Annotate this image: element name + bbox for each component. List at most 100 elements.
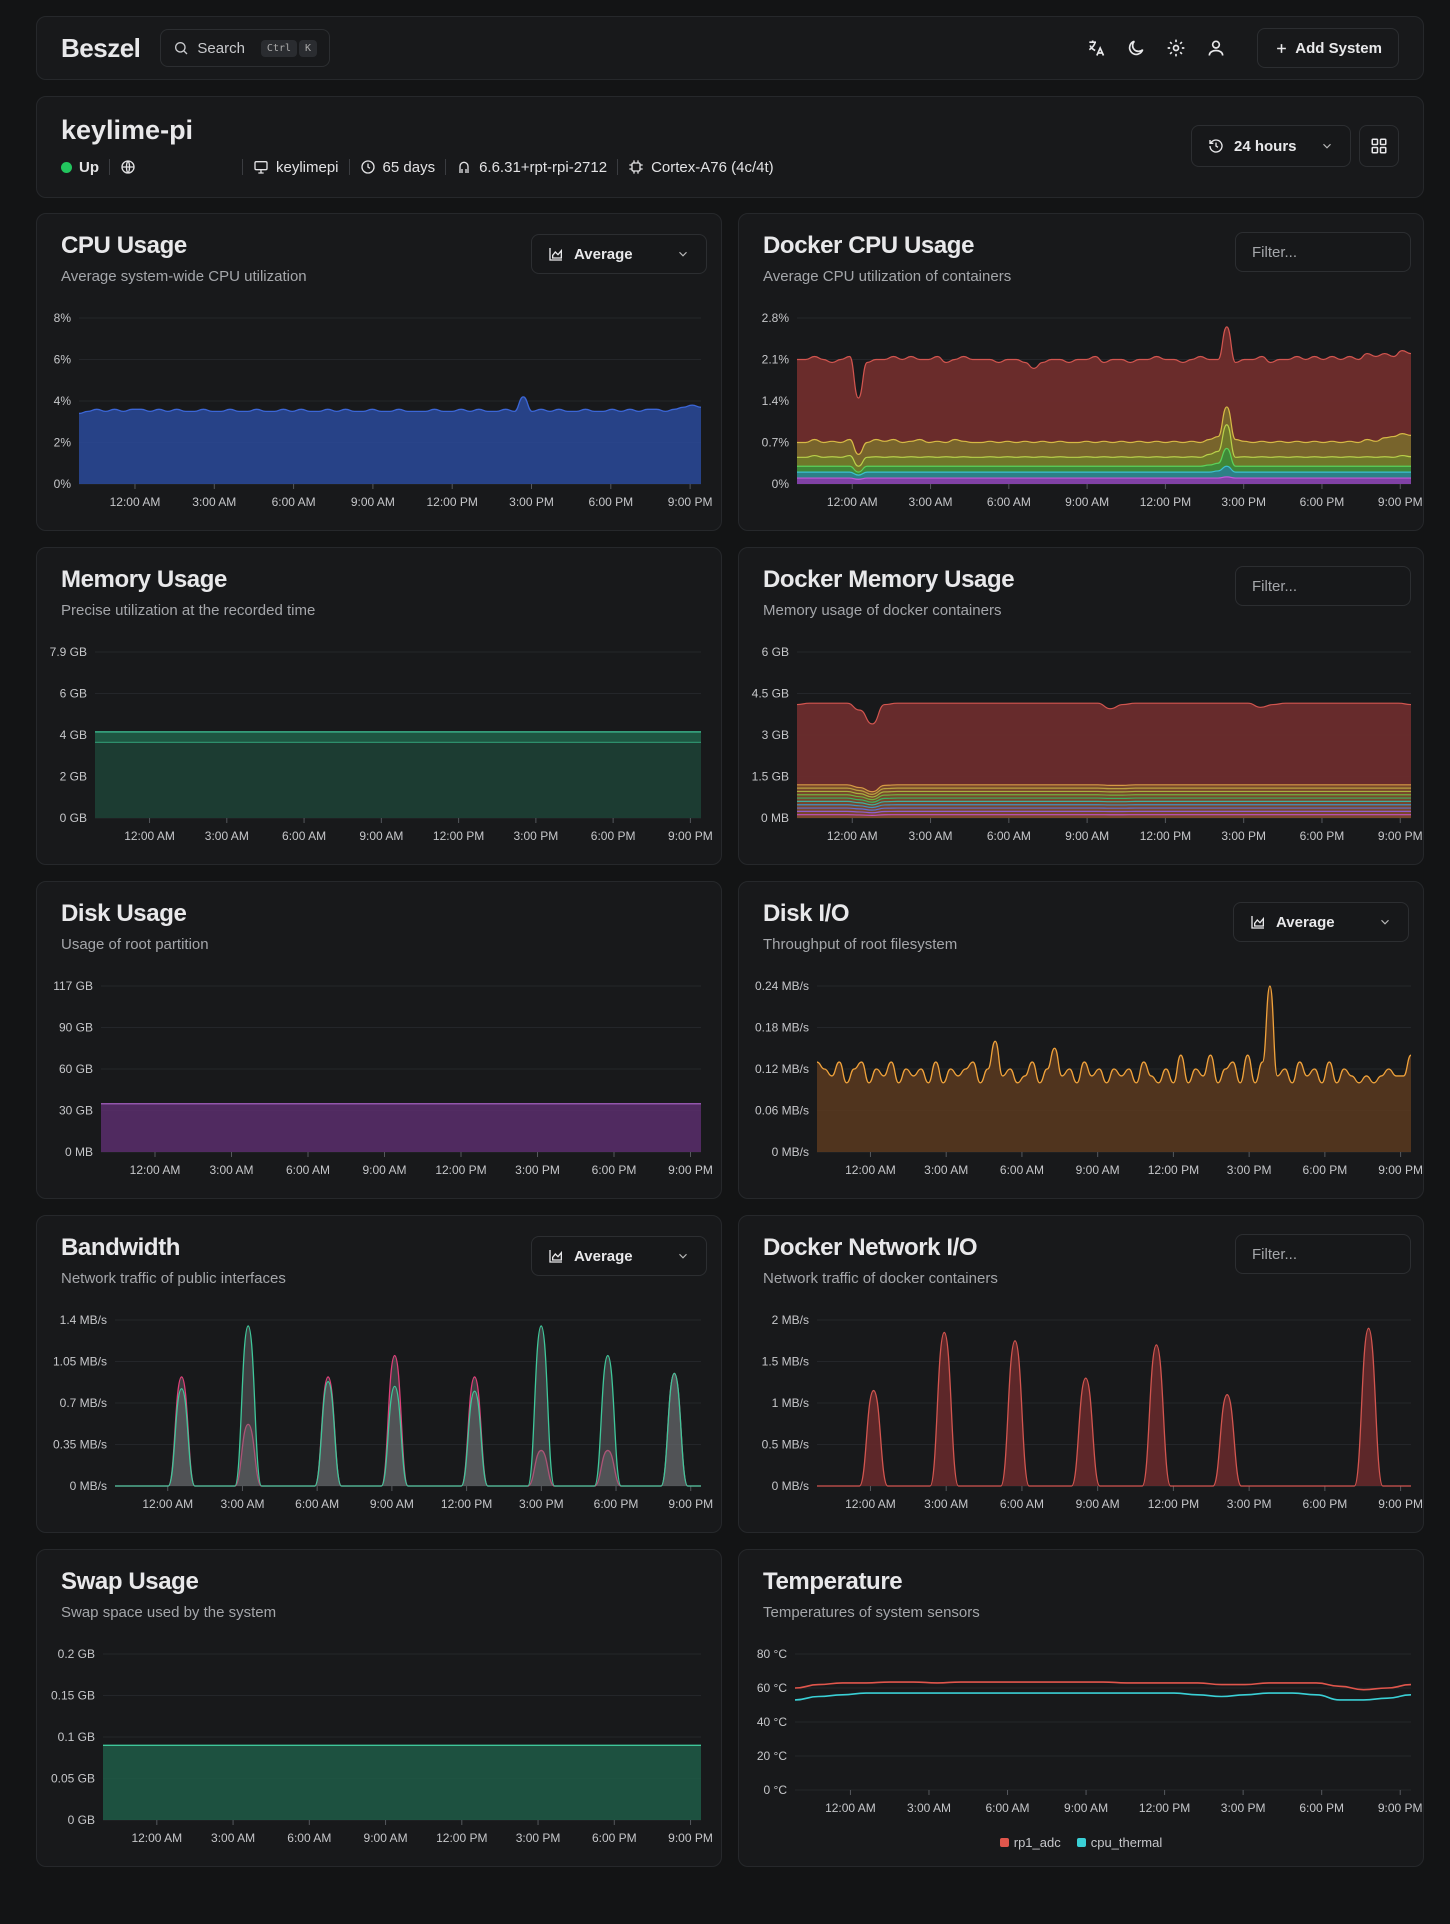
series-area-recv bbox=[115, 1325, 701, 1486]
series-line-cpu bbox=[78, 396, 702, 415]
x-tick-label: 12:00 AM bbox=[142, 1497, 193, 1511]
bandwidth-chart[interactable]: 1.4 MB/s 1.05 MB/s 0.7 MB/s 0.35 MB/s 0 MB/s… bbox=[37, 1216, 723, 1534]
x-tick-label: 9:00 PM bbox=[668, 829, 713, 843]
x-tick-label: 3:00 PM bbox=[519, 1497, 564, 1511]
docker-memory-chart[interactable]: 6 GB 4.5 GB 3 GB 1.5 GB 0 MB 12:00 AM 3:00 AM 6… bbox=[739, 548, 1425, 866]
swap-usage-chart[interactable]: 0.2 GB 0.15 GB 0.1 GB 0.05 GB 0 GB 12:00 AM 3:… bbox=[37, 1550, 723, 1868]
system-info-card: keylime-pi Up keylimepi 65 days 6.6.31+r… bbox=[36, 96, 1424, 198]
time-range-select[interactable]: 24 hours bbox=[1191, 125, 1351, 167]
chart-title: Disk I/O bbox=[763, 900, 850, 927]
docker-cpu-filter-input[interactable]: Filter... bbox=[1235, 232, 1411, 272]
x-tick-label: 9:00 PM bbox=[668, 495, 713, 509]
settings-button[interactable] bbox=[1163, 35, 1189, 61]
series-group bbox=[796, 326, 1412, 484]
system-hostname: keylimepi bbox=[276, 158, 339, 176]
x-tick-label: 3:00 AM bbox=[924, 1497, 968, 1511]
disk-io-card: Disk I/O Throughput of root filesystem A… bbox=[738, 881, 1424, 1199]
chart-title: Temperature bbox=[763, 1568, 903, 1595]
y-tick-label: 6 GB bbox=[60, 687, 87, 701]
history-icon bbox=[1209, 139, 1223, 153]
disk-io-aggregate-select[interactable]: Average bbox=[1233, 902, 1409, 942]
add-system-button[interactable]: Add System bbox=[1257, 28, 1399, 68]
x-tick-label: 3:00 PM bbox=[515, 1163, 560, 1177]
legend-item[interactable]: rp1_adc bbox=[999, 1835, 1061, 1850]
bandwidth-aggregate-select[interactable]: Average bbox=[531, 1236, 707, 1276]
time-range-value: 24 hours bbox=[1234, 137, 1297, 155]
x-tick-label: 6:00 AM bbox=[282, 829, 326, 843]
x-tick-label: 3:00 AM bbox=[220, 1497, 264, 1511]
y-tick-label: 0.7 MB/s bbox=[60, 1396, 107, 1410]
layout-toggle-button[interactable] bbox=[1359, 125, 1399, 167]
docker-cpu-card: Docker CPU Usage Average CPU utilization… bbox=[738, 213, 1424, 531]
docker-network-chart[interactable]: 2 MB/s 1.5 MB/s 1 MB/s 0.5 MB/s 0 MB/s 12:00 … bbox=[739, 1216, 1425, 1534]
x-tick-label: 3:00 PM bbox=[1221, 829, 1266, 843]
series-area-cache bbox=[95, 742, 701, 818]
area-chart-icon bbox=[1251, 916, 1264, 929]
series-group bbox=[94, 731, 701, 818]
y-tick-label: 0.24 MB/s bbox=[755, 979, 809, 993]
theme-toggle-button[interactable] bbox=[1123, 35, 1149, 61]
x-tick-label: 9:00 PM bbox=[1378, 1163, 1423, 1177]
x-tick-label: 9:00 AM bbox=[1065, 495, 1109, 509]
docker-cpu-chart[interactable]: 2.8% 2.1% 1.4% 0.7% 0% 12:00 AM 3:00 AM 6:00 AM… bbox=[739, 214, 1425, 532]
x-tick-label: 3:00 PM bbox=[1227, 1163, 1272, 1177]
y-tick-label: 0 MB bbox=[761, 811, 789, 825]
x-tick-label: 6:00 PM bbox=[592, 1831, 637, 1845]
series-line-stripe bbox=[797, 804, 1411, 809]
y-tick-label: 0 °C bbox=[764, 1783, 788, 1797]
cpu-icon bbox=[629, 160, 643, 174]
y-tick-label: 0.7% bbox=[762, 436, 790, 450]
y-tick-label: 6 GB bbox=[762, 645, 789, 659]
chart-description: Memory usage of docker containers bbox=[763, 602, 1002, 619]
docker-memory-filter-input[interactable]: Filter... bbox=[1235, 566, 1411, 606]
x-tick-label: 12:00 PM bbox=[435, 1163, 486, 1177]
y-tick-label: 0% bbox=[772, 477, 790, 491]
x-tick-label: 9:00 PM bbox=[668, 1497, 713, 1511]
y-tick-label: 1.4 MB/s bbox=[60, 1313, 107, 1327]
aggregate-value: Average bbox=[574, 1247, 633, 1265]
temperature-chart[interactable]: 80 °C 60 °C 40 °C 20 °C 0 °C 12:00 AM 3:00 AM 6… bbox=[739, 1550, 1425, 1868]
chevron-down-icon bbox=[1323, 143, 1331, 149]
y-tick-label: 80 °C bbox=[757, 1647, 787, 1661]
swap-usage-card: Swap Usage Swap space used by the system… bbox=[36, 1549, 722, 1867]
x-tick-label: 9:00 AM bbox=[370, 1497, 414, 1511]
app-logo[interactable]: Beszel bbox=[61, 32, 141, 63]
chart-description: Swap space used by the system bbox=[61, 1604, 277, 1621]
moon-icon bbox=[1129, 40, 1144, 56]
disk-usage-chart[interactable]: 117 GB 90 GB 60 GB 30 GB 0 MB 12:00 AM 3:00 AM… bbox=[37, 882, 723, 1200]
y-tick-label: 6% bbox=[54, 353, 72, 367]
y-tick-label: 0.06 MB/s bbox=[755, 1104, 809, 1118]
x-tick-label: 6:00 AM bbox=[287, 1831, 331, 1845]
cpu-usage-chart[interactable]: 8% 6% 4% 2% 0% 12:00 AM 3:00 AM 6:00 AM 9:00 AM 1… bbox=[37, 214, 723, 532]
system-cpu: Cortex-A76 (4c/4t) bbox=[651, 158, 774, 176]
x-tick-label: 12:00 AM bbox=[131, 1831, 182, 1845]
x-tick-label: 3:00 AM bbox=[907, 1801, 951, 1815]
x-tick-label: 12:00 PM bbox=[441, 1497, 492, 1511]
search-button[interactable]: Search Ctrl K bbox=[160, 29, 331, 67]
cpu-aggregate-select[interactable]: Average bbox=[531, 234, 707, 274]
plus-icon bbox=[1277, 43, 1287, 53]
language-button[interactable] bbox=[1083, 35, 1109, 61]
memory-usage-chart[interactable]: 7.9 GB 6 GB 4 GB 2 GB 0 GB 12:00 AM 3:00 AM 6:0… bbox=[37, 548, 723, 866]
x-tick-label: 3:00 AM bbox=[924, 1163, 968, 1177]
x-tick-label: 9:00 AM bbox=[1064, 1801, 1108, 1815]
aggregate-value: Average bbox=[1276, 913, 1335, 931]
chart-description: Average system-wide CPU utilization bbox=[61, 268, 307, 285]
series-area-swap bbox=[103, 1745, 701, 1820]
x-tick-label: 6:00 AM bbox=[286, 1163, 330, 1177]
y-tick-label: 20 °C bbox=[757, 1749, 787, 1763]
x-tick-label: 6:00 AM bbox=[987, 829, 1031, 843]
legend-item[interactable]: cpu_thermal bbox=[1076, 1835, 1162, 1850]
user-button[interactable] bbox=[1203, 35, 1229, 61]
legend-swatch-icon bbox=[999, 1838, 1009, 1847]
x-tick-label: 12:00 PM bbox=[427, 495, 478, 509]
series-line-io bbox=[816, 985, 1412, 1084]
disk-io-chart[interactable]: 0.24 MB/s 0.18 MB/s 0.12 MB/s 0.06 MB/s 0 MB… bbox=[739, 882, 1425, 1200]
chart-legend: rp1_adc cpu_thermal bbox=[739, 1835, 1423, 1850]
chart-description: Precise utilization at the recorded time bbox=[61, 602, 316, 619]
search-label: Search bbox=[197, 39, 245, 57]
x-tick-label: 6:00 AM bbox=[295, 1497, 339, 1511]
docker-network-filter-input[interactable]: Filter... bbox=[1235, 1234, 1411, 1274]
x-tick-label: 3:00 AM bbox=[205, 829, 249, 843]
x-tick-label: 6:00 PM bbox=[588, 495, 633, 509]
